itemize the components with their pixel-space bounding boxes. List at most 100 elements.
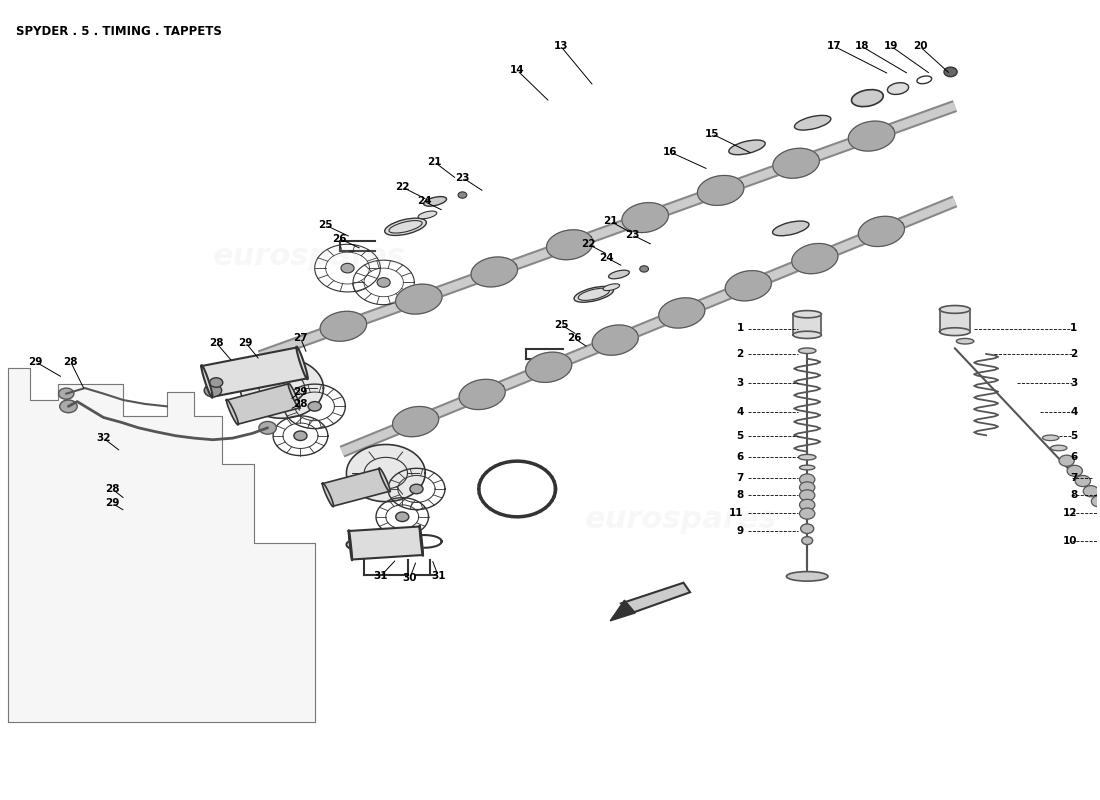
Polygon shape bbox=[793, 310, 822, 318]
Polygon shape bbox=[621, 582, 690, 613]
Polygon shape bbox=[288, 383, 300, 409]
Circle shape bbox=[1059, 455, 1075, 466]
Text: 29: 29 bbox=[294, 387, 308, 397]
Text: 12: 12 bbox=[1063, 508, 1078, 518]
Ellipse shape bbox=[729, 140, 766, 154]
Polygon shape bbox=[242, 359, 321, 417]
Ellipse shape bbox=[888, 82, 909, 94]
Ellipse shape bbox=[1050, 446, 1067, 450]
Text: 32: 32 bbox=[96, 433, 111, 443]
Text: 7: 7 bbox=[736, 473, 744, 483]
Text: 22: 22 bbox=[581, 239, 595, 250]
Text: 26: 26 bbox=[332, 234, 348, 244]
Text: 27: 27 bbox=[294, 333, 308, 343]
Text: 9: 9 bbox=[737, 526, 744, 536]
Circle shape bbox=[341, 263, 354, 273]
Polygon shape bbox=[296, 346, 308, 379]
Polygon shape bbox=[621, 202, 669, 233]
Circle shape bbox=[308, 402, 321, 411]
Circle shape bbox=[1091, 496, 1100, 507]
Polygon shape bbox=[725, 270, 771, 301]
Text: 2: 2 bbox=[1070, 349, 1078, 359]
Ellipse shape bbox=[385, 218, 427, 235]
Text: 5: 5 bbox=[1070, 430, 1078, 441]
Text: 14: 14 bbox=[510, 66, 525, 75]
Polygon shape bbox=[201, 347, 308, 397]
Polygon shape bbox=[320, 311, 366, 342]
Text: 18: 18 bbox=[855, 42, 869, 51]
Ellipse shape bbox=[799, 348, 816, 354]
Polygon shape bbox=[393, 406, 439, 437]
Text: 21: 21 bbox=[427, 157, 441, 166]
Ellipse shape bbox=[424, 197, 447, 206]
Ellipse shape bbox=[1043, 435, 1059, 441]
Ellipse shape bbox=[772, 221, 808, 236]
Text: 15: 15 bbox=[705, 129, 719, 139]
Circle shape bbox=[458, 192, 466, 198]
Text: 8: 8 bbox=[1070, 490, 1078, 500]
Polygon shape bbox=[419, 526, 424, 556]
Text: 11: 11 bbox=[729, 508, 744, 518]
Polygon shape bbox=[610, 600, 636, 621]
Text: 31: 31 bbox=[373, 571, 387, 582]
Ellipse shape bbox=[956, 338, 974, 344]
Circle shape bbox=[800, 474, 815, 485]
Text: 21: 21 bbox=[603, 216, 617, 226]
Circle shape bbox=[410, 484, 424, 494]
Ellipse shape bbox=[851, 90, 883, 106]
Text: 28: 28 bbox=[209, 338, 223, 348]
Ellipse shape bbox=[608, 270, 629, 278]
Text: 5: 5 bbox=[737, 430, 744, 441]
Polygon shape bbox=[349, 446, 424, 500]
Text: 29: 29 bbox=[104, 498, 120, 508]
Text: 24: 24 bbox=[600, 253, 614, 262]
Ellipse shape bbox=[794, 115, 830, 130]
Polygon shape bbox=[848, 121, 894, 151]
Text: 2: 2 bbox=[737, 349, 744, 359]
Text: 28: 28 bbox=[64, 357, 78, 367]
Text: 8: 8 bbox=[737, 490, 744, 500]
Text: 4: 4 bbox=[1070, 407, 1078, 417]
Text: 25: 25 bbox=[553, 319, 569, 330]
Text: 31: 31 bbox=[431, 571, 446, 582]
Circle shape bbox=[1067, 466, 1082, 477]
Text: 29: 29 bbox=[29, 357, 43, 367]
Polygon shape bbox=[349, 526, 424, 559]
Polygon shape bbox=[547, 230, 593, 260]
Text: 6: 6 bbox=[1070, 452, 1078, 462]
Text: 4: 4 bbox=[736, 407, 744, 417]
Polygon shape bbox=[939, 306, 970, 314]
Polygon shape bbox=[322, 483, 333, 506]
Text: 1: 1 bbox=[737, 323, 744, 334]
Circle shape bbox=[800, 482, 815, 493]
Text: 23: 23 bbox=[625, 230, 639, 240]
Text: 28: 28 bbox=[294, 399, 308, 409]
Circle shape bbox=[210, 378, 223, 387]
Circle shape bbox=[1075, 475, 1090, 486]
Circle shape bbox=[944, 67, 957, 77]
Circle shape bbox=[800, 508, 815, 519]
Text: 16: 16 bbox=[663, 147, 678, 157]
Text: 20: 20 bbox=[913, 42, 927, 51]
Text: 3: 3 bbox=[737, 378, 744, 387]
Text: 10: 10 bbox=[1063, 537, 1078, 546]
Circle shape bbox=[802, 537, 813, 545]
Polygon shape bbox=[939, 310, 970, 332]
Circle shape bbox=[294, 431, 307, 441]
Text: 25: 25 bbox=[318, 220, 333, 230]
Text: 30: 30 bbox=[403, 573, 417, 583]
Ellipse shape bbox=[574, 286, 614, 302]
Polygon shape bbox=[592, 325, 638, 355]
Circle shape bbox=[377, 278, 390, 287]
Text: eurospares: eurospares bbox=[585, 505, 778, 534]
Circle shape bbox=[1084, 486, 1099, 497]
Polygon shape bbox=[526, 352, 572, 382]
Polygon shape bbox=[396, 284, 442, 314]
Circle shape bbox=[801, 524, 814, 534]
Text: 13: 13 bbox=[553, 42, 569, 51]
Polygon shape bbox=[471, 257, 517, 287]
Text: 22: 22 bbox=[395, 182, 409, 192]
Text: eurospares: eurospares bbox=[212, 242, 406, 271]
Polygon shape bbox=[227, 384, 300, 424]
Polygon shape bbox=[349, 530, 352, 560]
